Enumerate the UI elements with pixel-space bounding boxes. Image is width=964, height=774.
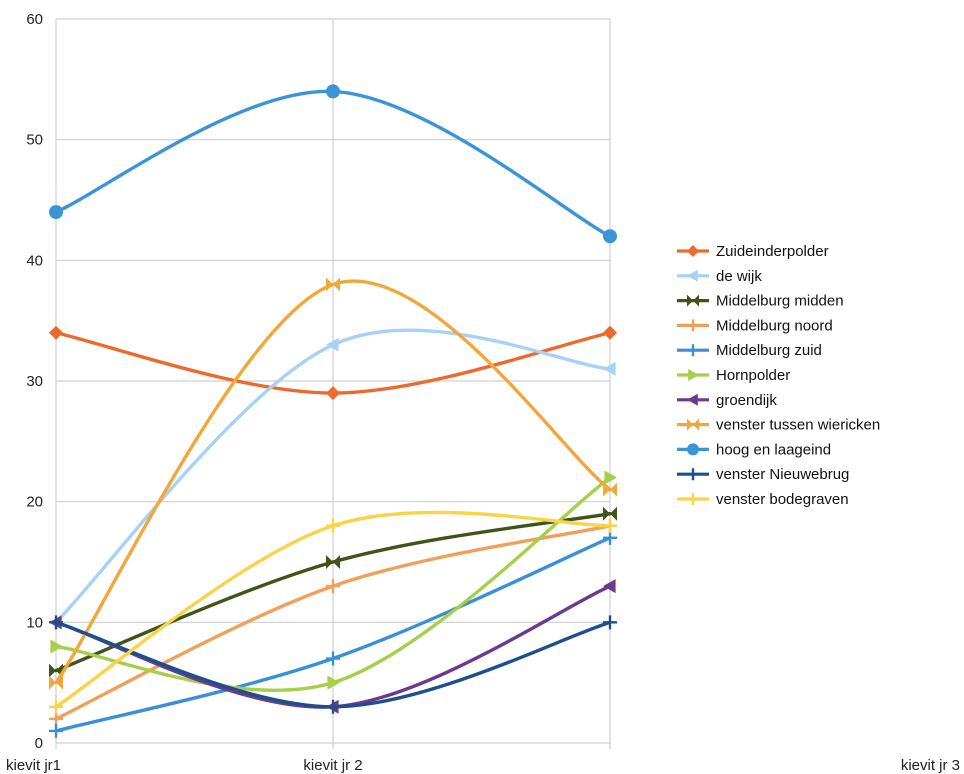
- legend-swatch-marker: [687, 493, 699, 505]
- data-point: [326, 386, 340, 401]
- legend-entry: Middelburg midden: [677, 293, 844, 310]
- legend-label: Middelburg zuid: [716, 342, 822, 359]
- series-9: [49, 84, 617, 244]
- grid-lines: [55, 18, 611, 749]
- data-point: [603, 229, 617, 244]
- data-point: [49, 711, 63, 726]
- legend-label: Hornpolder: [716, 367, 790, 384]
- data-point: [326, 518, 340, 533]
- data-point: [326, 555, 340, 569]
- series-3: [49, 506, 617, 678]
- data-point: [603, 482, 617, 497]
- legend-entry: venster Nieuwebrug: [677, 466, 849, 483]
- legend-swatch-marker: [687, 319, 699, 332]
- data-point: [603, 579, 616, 594]
- data-point: [327, 675, 340, 690]
- legend-label: Middelburg noord: [716, 317, 833, 334]
- data-point: [326, 277, 340, 292]
- series-8: [49, 277, 617, 690]
- legend-entry: Zuideinderpolder: [677, 243, 829, 260]
- legend-label: groendijk: [716, 392, 777, 409]
- x-tick-label: kievit jr1: [6, 757, 61, 774]
- legend-entry: venster bodegraven: [677, 491, 849, 508]
- legend-entry: Middelburg zuid: [677, 342, 822, 359]
- data-point: [603, 530, 617, 545]
- data-point: [603, 325, 617, 340]
- legend-label: venster bodegraven: [716, 491, 849, 508]
- data-point: [49, 723, 63, 738]
- series-11: [49, 510, 617, 714]
- data-point: [49, 615, 63, 630]
- legend-entry: Middelburg noord: [677, 317, 833, 334]
- legend-swatch-marker: [687, 269, 698, 282]
- legend-entry: Hornpolder: [677, 367, 790, 384]
- y-tick-label: 0: [35, 735, 43, 752]
- data-point: [326, 699, 340, 714]
- legend-swatch-marker: [687, 245, 699, 257]
- data-point: [326, 84, 340, 99]
- data-point: [49, 699, 63, 714]
- legend-label: Middelburg midden: [716, 293, 844, 310]
- data-point: [603, 506, 617, 521]
- legend-label: Zuideinderpolder: [716, 243, 829, 260]
- legend-swatch-marker: [687, 443, 699, 456]
- data-point: [49, 675, 63, 690]
- data-point: [49, 663, 63, 678]
- series-lines: [49, 84, 617, 738]
- legend: Zuideinderpolder de wijk Middelburg midden…: [677, 243, 880, 508]
- legend-swatch-marker: [687, 418, 699, 431]
- data-point: [49, 205, 63, 220]
- y-tick-label: 40: [26, 252, 43, 269]
- x-tick-label: kievit jr 2: [303, 757, 362, 774]
- y-tick-label: 20: [26, 494, 43, 511]
- legend-label: hoog en laageind: [716, 441, 831, 458]
- legend-label: venster tussen wiericken: [716, 417, 880, 434]
- legend-entry: venster tussen wiericken: [677, 417, 880, 434]
- data-point: [603, 361, 616, 376]
- data-point: [604, 470, 617, 485]
- legend-swatch-marker: [687, 468, 699, 481]
- y-tick-label: 60: [26, 11, 43, 28]
- series-5: [49, 530, 617, 738]
- data-point: [326, 337, 339, 352]
- legend-entry: de wijk: [677, 268, 762, 285]
- legend-entry: groendijk: [677, 392, 777, 409]
- legend-swatch-marker: [688, 369, 699, 381]
- legend-swatch-marker: [687, 393, 698, 406]
- series-6: [50, 470, 617, 692]
- legend-entry: hoog en laageind: [677, 441, 831, 458]
- y-tick-label: 30: [26, 373, 43, 390]
- data-point: [603, 615, 617, 630]
- y-tick-label: 50: [26, 132, 43, 149]
- axes: 0 10 20 30 40 50 60 kievit jr1 kievit jr 2 kievit…: [6, 11, 960, 774]
- series-line: [54, 328, 612, 625]
- data-point: [603, 518, 617, 533]
- legend-label: de wijk: [716, 268, 762, 285]
- series-10: [49, 615, 617, 714]
- legend-swatch-marker: [687, 294, 699, 307]
- y-tick-label: 10: [26, 614, 43, 631]
- data-point: [326, 651, 340, 666]
- data-point: [326, 579, 340, 594]
- data-point: [49, 325, 63, 340]
- legend-label: venster Nieuwebrug: [716, 466, 849, 483]
- data-point: [50, 639, 63, 654]
- legend-swatch-marker: [687, 344, 699, 357]
- x-tick-label: kievit jr 3: [901, 757, 960, 774]
